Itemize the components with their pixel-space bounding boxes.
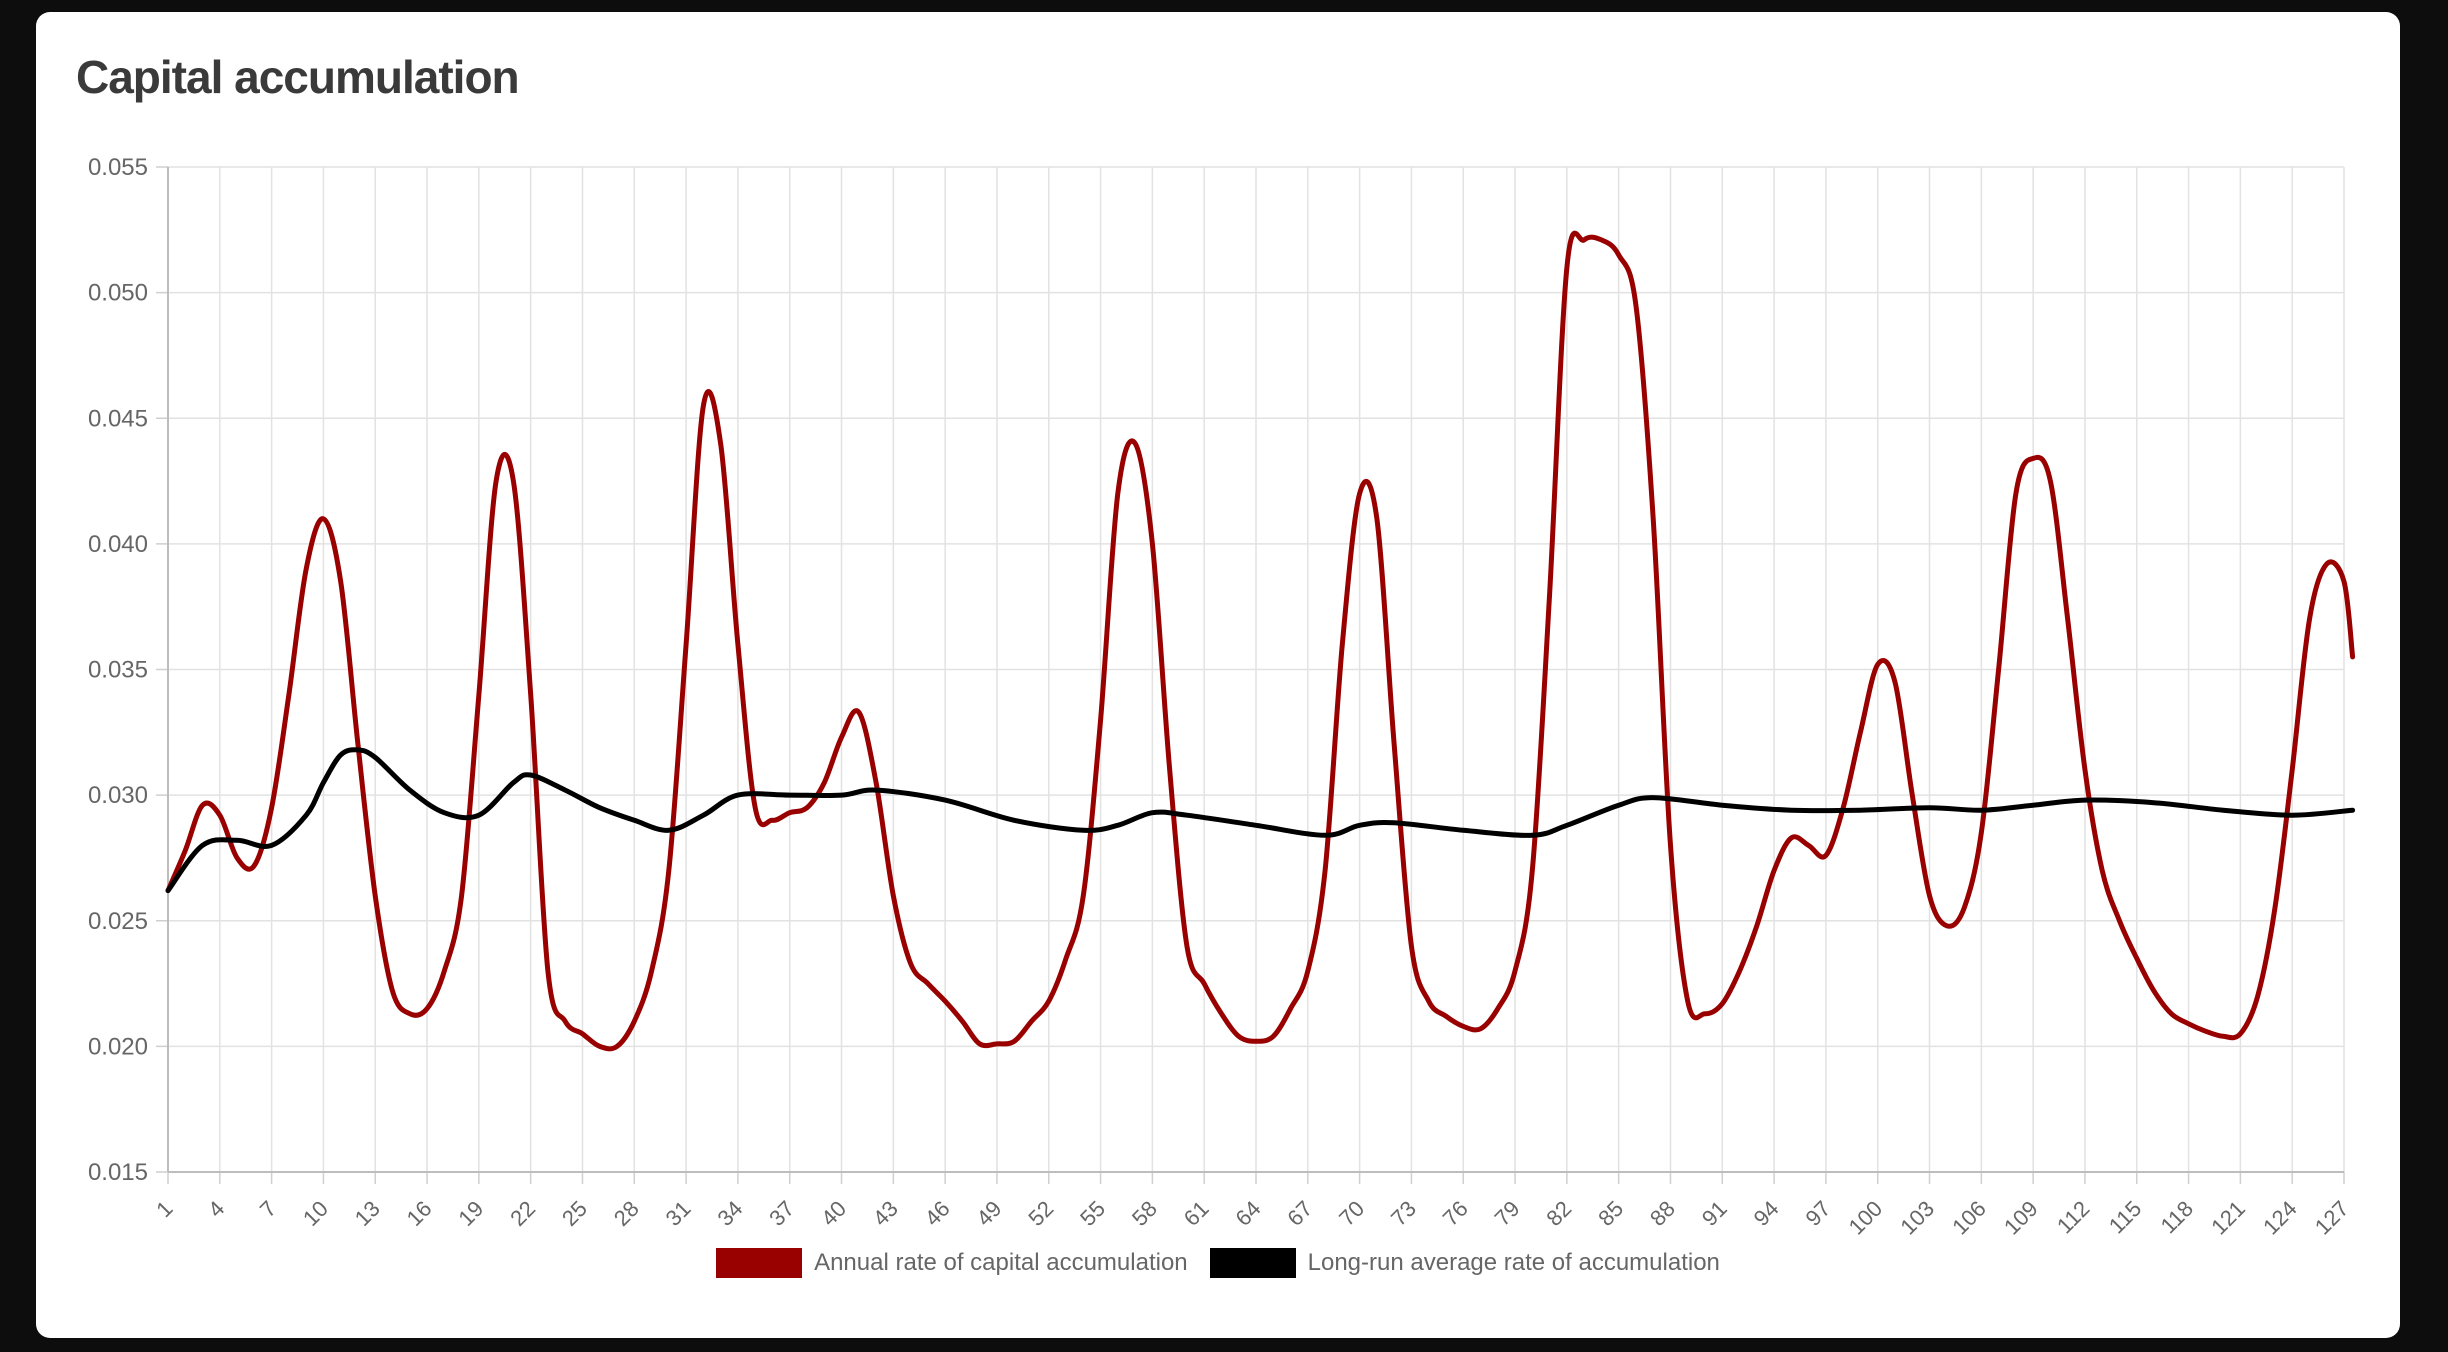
x-tick-label: 55: [1075, 1196, 1110, 1231]
series: [165, 230, 2356, 1052]
y-tick-label: 0.025: [88, 908, 148, 935]
x-tick-label: 94: [1749, 1196, 1784, 1231]
legend-swatch-annual: [716, 1248, 803, 1278]
x-tick-label: 19: [453, 1196, 488, 1231]
x-tick-label: 73: [1386, 1196, 1421, 1231]
x-tick-label: 34: [712, 1196, 747, 1231]
x-tick-label: 82: [1541, 1196, 1576, 1231]
x-tick-label: 100: [1844, 1196, 1888, 1240]
x-tick-label: 46: [920, 1196, 955, 1231]
x-tick-label: 37: [764, 1196, 799, 1231]
x-tick-label: 88: [1645, 1196, 1680, 1231]
x-tick-label: 61: [1179, 1196, 1214, 1231]
x-tick-label: 25: [557, 1196, 592, 1231]
y-tick-label: 0.055: [88, 154, 148, 181]
y-tick-label: 0.015: [88, 1159, 148, 1186]
x-tick-label: 91: [1697, 1196, 1732, 1231]
x-tick-label: 52: [1023, 1196, 1058, 1231]
x-tick-label: 127: [2310, 1196, 2354, 1240]
x-tick-label: 40: [816, 1196, 851, 1231]
series-line-long-run-average: [165, 747, 2356, 894]
x-tick-label: 124: [2258, 1196, 2302, 1240]
x-tick-label: 43: [868, 1196, 903, 1231]
legend-swatch-long-run: [1209, 1248, 1296, 1278]
x-tick-label: 4: [203, 1196, 229, 1222]
x-tick-label: 76: [1438, 1196, 1473, 1231]
y-tick-label: 0.020: [88, 1033, 148, 1060]
x-tick-label: 49: [971, 1196, 1006, 1231]
y-tick-label: 0.030: [88, 782, 148, 809]
x-tick-label: 103: [1895, 1196, 1939, 1240]
grid: [167, 166, 2345, 1173]
x-tick-label: 28: [609, 1196, 644, 1231]
x-tick-label: 67: [1282, 1196, 1317, 1231]
x-tick-label: 31: [661, 1196, 696, 1231]
y-tick-label: 0.035: [88, 657, 148, 684]
x-tick-label: 97: [1800, 1196, 1835, 1231]
x-tick-label: 16: [402, 1196, 437, 1231]
x-tick-label: 70: [1334, 1196, 1369, 1231]
legend-item-long-run[interactable]: Long-run average rate of accumulation: [1209, 1248, 1720, 1278]
y-tick-label: 0.045: [88, 405, 148, 432]
x-tick-label: 85: [1593, 1196, 1628, 1231]
x-tick-label: 106: [1947, 1196, 1991, 1240]
x-tick-label: 118: [2156, 1196, 2198, 1238]
x-tick-label: 115: [2104, 1196, 2146, 1238]
line-chart: 0.015 0.020 0.025 0.030 0.035 0.040 0.045 0.050…: [88, 154, 2356, 1239]
x-tick-label: 79: [1490, 1196, 1525, 1231]
x-tick-label: 112: [2052, 1196, 2094, 1238]
chart-title: Capital accumulation: [76, 51, 520, 103]
legend-label-long-run: Long-run average rate of accumulation: [1307, 1249, 1720, 1276]
x-tick-label: 13: [350, 1196, 385, 1231]
x-tick-label: 58: [1127, 1196, 1162, 1231]
x-tick-label: 1: [151, 1196, 177, 1222]
y-tick-label: 0.040: [88, 531, 148, 558]
x-tick-label: 7: [255, 1196, 281, 1222]
axes: 0.015 0.020 0.025 0.030 0.035 0.040 0.045 0.050…: [88, 154, 2354, 1239]
x-tick-label: 64: [1231, 1196, 1266, 1231]
chart-card: Capital accumulation 0.015 0.020 0.025 0.03…: [36, 12, 2400, 1338]
x-tick-label: 10: [298, 1196, 333, 1231]
x-tick-label: 121: [2206, 1196, 2250, 1240]
x-tick-label: 109: [1999, 1196, 2043, 1240]
series-line-annual-rate: [165, 230, 2356, 1052]
legend: Annual rate of capital accumulation Long…: [36, 1248, 2400, 1278]
x-tick-label: 22: [505, 1196, 540, 1231]
legend-item-annual[interactable]: Annual rate of capital accumulation: [716, 1248, 1188, 1278]
legend-label-annual: Annual rate of capital accumulation: [814, 1249, 1188, 1276]
y-tick-label: 0.050: [88, 280, 148, 307]
